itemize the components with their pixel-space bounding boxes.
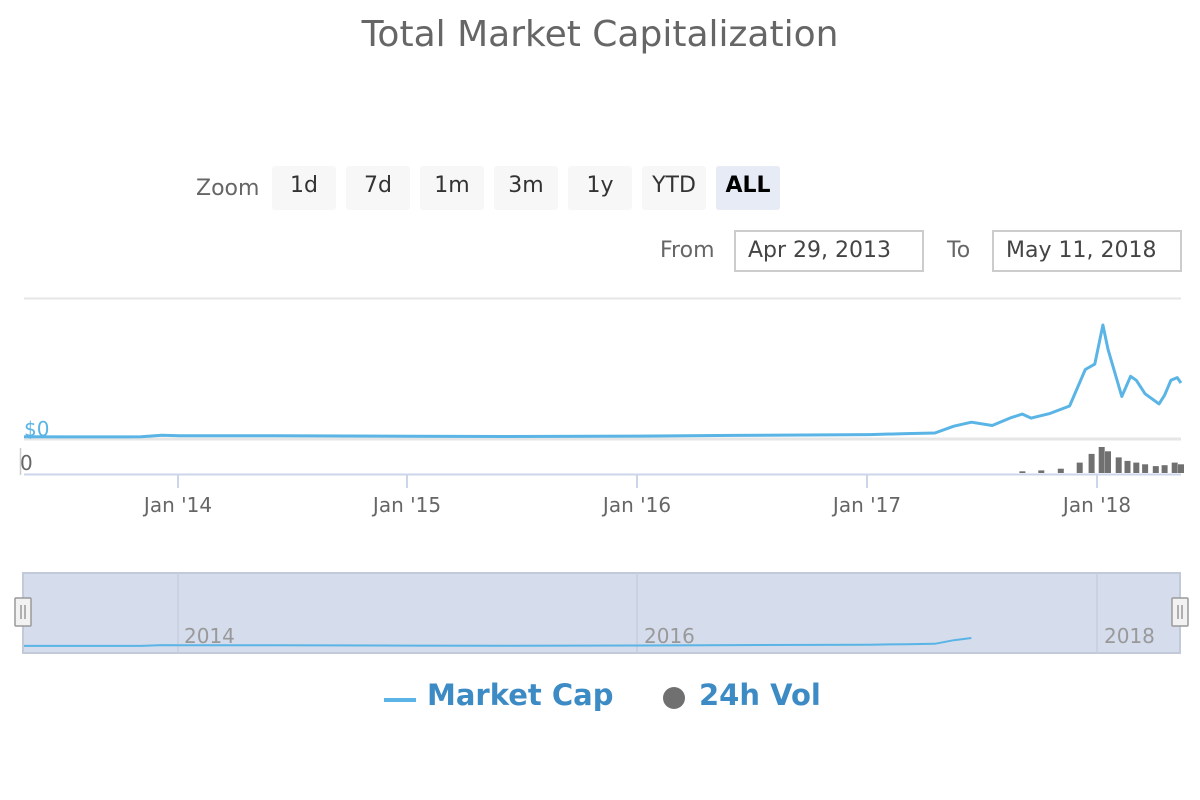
zoom-label: Zoom (196, 176, 260, 201)
navigator-label-2014: 2014 (184, 624, 235, 648)
volume-bar (1142, 464, 1149, 473)
x-tick-label-2014: Jan '14 (142, 493, 212, 517)
navigator-series-line (24, 637, 972, 647)
volume-bar (1098, 447, 1105, 473)
x-axis-ticks: Jan '14 Jan '15 Jan '16 Jan '17 Jan '18 (142, 475, 1131, 517)
market-cap-line (23, 323, 1183, 439)
zoom-3m-button[interactable]: 3m (494, 166, 558, 210)
legend-24h-vol[interactable]: 24h Vol (699, 678, 821, 712)
navigator-mask[interactable] (22, 572, 1181, 654)
to-date-input[interactable]: May 11, 2018 (992, 230, 1182, 272)
zoom-1y-button[interactable]: 1y (568, 166, 632, 210)
volume-bar (1019, 471, 1026, 473)
volume-bar (1088, 453, 1095, 473)
legend-volume-symbol[interactable] (663, 687, 685, 709)
volume-bar (1124, 460, 1131, 473)
volume-bar (1057, 468, 1064, 473)
volume-bar (1105, 451, 1111, 473)
from-label: From (660, 238, 715, 263)
navigator-handle-left[interactable] (14, 597, 32, 627)
x-tick-label-2015: Jan '15 (371, 493, 441, 517)
volume-bar (1161, 465, 1168, 473)
x-tick-label-2018: Jan '18 (1061, 493, 1131, 517)
volume-bar (1038, 470, 1045, 473)
zoom-7d-button[interactable]: 7d (346, 166, 410, 210)
zoom-1m-button[interactable]: 1m (420, 166, 484, 210)
navigator-label-2016: 2016 (644, 624, 695, 648)
zoom-all-button[interactable]: ALL (716, 166, 780, 210)
navigator-handle-right[interactable] (1171, 597, 1189, 627)
zoom-1d-button[interactable]: 1d (272, 166, 336, 210)
volume-bar (1171, 462, 1178, 473)
volume-bar (1178, 464, 1184, 473)
to-label: To (947, 238, 971, 263)
navigator[interactable]: 2014 2016 2018 (14, 572, 1189, 654)
chart-title: Total Market Capitalization (361, 14, 839, 55)
legend-market-cap[interactable]: Market Cap (427, 678, 614, 712)
volume-bar (1152, 466, 1159, 473)
volume-bar (1115, 457, 1122, 473)
volume-bar (1133, 462, 1140, 473)
from-date-input[interactable]: Apr 29, 2013 (734, 230, 924, 272)
volume-bar (1076, 462, 1083, 473)
navigator-label-2018: 2018 (1104, 624, 1155, 648)
volume-bars (1019, 447, 1184, 473)
x-tick-label-2017: Jan '17 (831, 493, 901, 517)
x-tick-label-2016: Jan '16 (601, 493, 671, 517)
y-axis-label-volume: 0 (20, 451, 33, 475)
zoom-ytd-button[interactable]: YTD (642, 166, 706, 210)
